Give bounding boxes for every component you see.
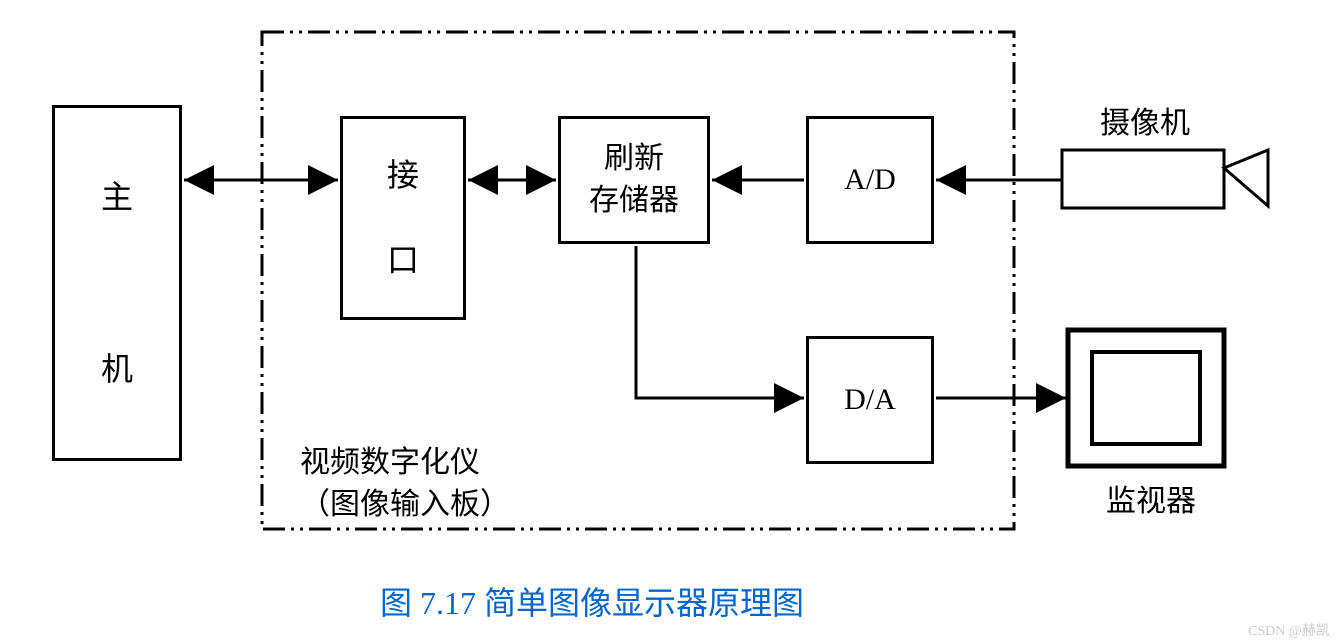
refresh-label: 刷新 存储器	[589, 138, 679, 222]
watermark: CSDN @赫凯	[1248, 620, 1330, 640]
refresh-box: 刷新 存储器	[558, 116, 710, 244]
interface-box: 接 口	[340, 116, 466, 320]
ad-box: A/D	[806, 116, 934, 244]
host-box: 主 机	[52, 105, 182, 461]
da-label: D/A	[844, 379, 896, 421]
block-diagram: 主 机 接 口 刷新 存储器 A/D D/A 摄像机 监视器 视频数字化仪 （图	[0, 0, 1342, 644]
camera-label: 摄像机	[1100, 98, 1190, 142]
host-label: 主 机	[101, 141, 133, 425]
container-label: 视频数字化仪 （图像输入板）	[300, 442, 510, 526]
ad-label: A/D	[844, 159, 896, 201]
da-box: D/A	[806, 336, 934, 464]
interface-label: 接 口	[387, 153, 419, 283]
edge-refresh-da	[636, 246, 804, 398]
figure-caption: 图 7.17 简单图像显示器原理图	[380, 578, 804, 624]
diagram-svg	[0, 0, 1342, 644]
monitor-label: 监视器	[1106, 476, 1196, 520]
camera-icon	[1062, 150, 1268, 208]
monitor-icon	[1068, 330, 1224, 466]
